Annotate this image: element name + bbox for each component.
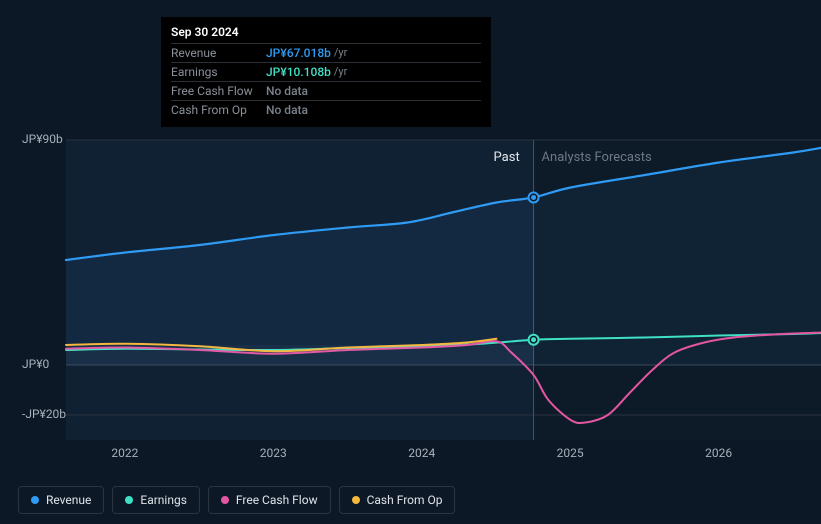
tooltip-row-label: Earnings bbox=[171, 65, 266, 79]
x-axis-label: 2026 bbox=[705, 446, 732, 460]
y-axis-label: JP¥0 bbox=[22, 357, 49, 371]
tooltip-row: Cash From OpNo data bbox=[171, 100, 481, 119]
legend-dot-icon bbox=[221, 496, 229, 504]
legend-label: Cash From Op bbox=[367, 493, 443, 507]
tooltip-row-value: No data bbox=[266, 103, 308, 117]
y-axis-label: -JP¥20b bbox=[22, 407, 66, 421]
legend-label: Free Cash Flow bbox=[236, 493, 318, 507]
legend-dot-icon bbox=[125, 496, 133, 504]
tooltip-date: Sep 30 2024 bbox=[171, 25, 481, 39]
chart-tooltip: Sep 30 2024 RevenueJP¥67.018b/yrEarnings… bbox=[161, 17, 491, 127]
x-axis-label: 2024 bbox=[408, 446, 435, 460]
forecast-section-label: Analysts Forecasts bbox=[542, 150, 652, 165]
tooltip-row-value: JP¥67.018b bbox=[266, 46, 331, 60]
tooltip-row-value: JP¥10.108b bbox=[266, 65, 331, 79]
legend-label: Earnings bbox=[140, 493, 187, 507]
past-section-label: Past bbox=[494, 150, 520, 165]
tooltip-row-suffix: /yr bbox=[334, 65, 347, 79]
chart-legend: Revenue Earnings Free Cash Flow Cash From O… bbox=[18, 486, 455, 514]
y-axis-label: JP¥90b bbox=[22, 132, 63, 146]
tooltip-row: RevenueJP¥67.018b/yr bbox=[171, 43, 481, 62]
legend-item-earnings[interactable]: Earnings bbox=[112, 486, 200, 514]
tooltip-row: Free Cash FlowNo data bbox=[171, 81, 481, 100]
tooltip-row-value: No data bbox=[266, 84, 308, 98]
financial-chart: JP¥90b JP¥0 -JP¥20b 2022 2023 2024 2025 2026 P… bbox=[18, 0, 805, 480]
legend-label: Revenue bbox=[46, 493, 91, 507]
tooltip-row-label: Cash From Op bbox=[171, 103, 266, 117]
tooltip-row-label: Free Cash Flow bbox=[171, 84, 266, 98]
legend-dot-icon bbox=[31, 496, 39, 504]
legend-dot-icon bbox=[352, 496, 360, 504]
x-axis-label: 2022 bbox=[111, 446, 138, 460]
legend-item-revenue[interactable]: Revenue bbox=[18, 486, 104, 514]
legend-item-free-cash-flow[interactable]: Free Cash Flow bbox=[208, 486, 331, 514]
x-axis-label: 2023 bbox=[260, 446, 287, 460]
x-axis-label: 2025 bbox=[557, 446, 584, 460]
tooltip-row-suffix: /yr bbox=[334, 46, 347, 60]
legend-item-cash-from-op[interactable]: Cash From Op bbox=[339, 486, 456, 514]
tooltip-row: EarningsJP¥10.108b/yr bbox=[171, 62, 481, 81]
tooltip-row-label: Revenue bbox=[171, 46, 266, 60]
